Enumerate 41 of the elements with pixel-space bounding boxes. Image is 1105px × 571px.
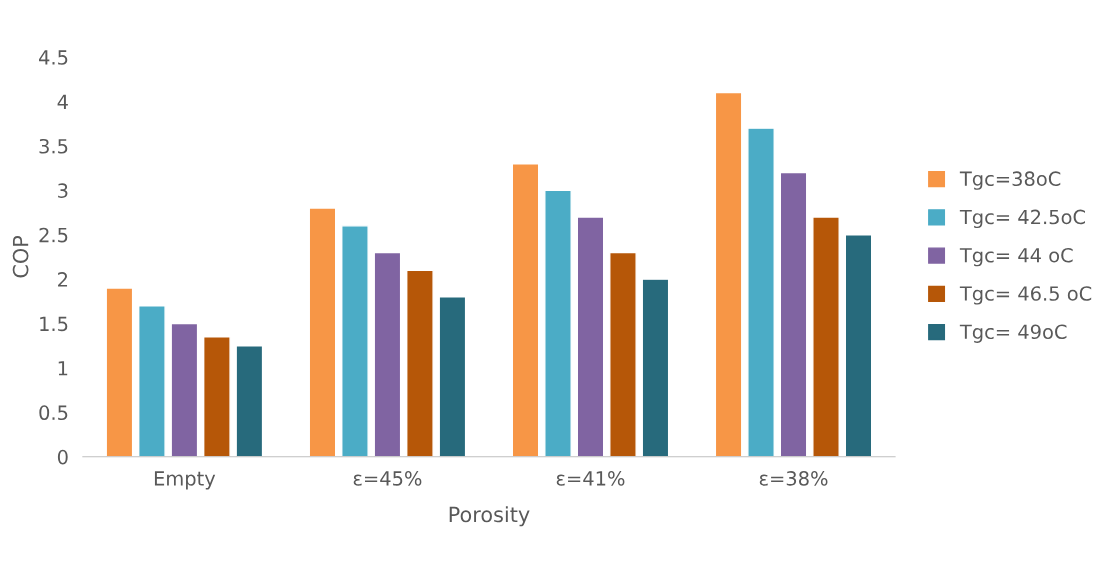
x-tick-label: Empty	[154, 471, 216, 490]
bar	[812, 216, 840, 457]
bar	[308, 207, 337, 457]
bar	[544, 189, 572, 457]
legend-label: Tgc= 46.5 oC	[959, 286, 1092, 305]
bar	[609, 251, 637, 457]
bar	[844, 234, 873, 457]
legend-label: Tgc=38oC	[959, 171, 1061, 190]
x-tick-label: ε=38%	[759, 471, 828, 486]
bar	[373, 251, 402, 457]
bar	[105, 287, 134, 457]
bar	[202, 336, 231, 457]
bar	[641, 278, 670, 457]
y-tick-label: 1.5	[40, 316, 68, 332]
y-tick-label: 4	[57, 94, 68, 109]
bar	[341, 225, 369, 457]
bar	[170, 322, 199, 457]
x-axis-title: Porosity	[449, 506, 530, 527]
bar	[576, 216, 605, 457]
x-tick-label: ε=45%	[353, 471, 422, 486]
y-tick-label: 1	[58, 361, 68, 376]
bar	[406, 269, 434, 457]
y-tick-label: 3	[58, 183, 68, 198]
legend-label: Tgc= 44 oC	[959, 247, 1073, 267]
bar	[779, 171, 808, 457]
y-axis-title: COP	[12, 235, 29, 278]
y-tick-label: 2.5	[39, 227, 68, 243]
y-tick-label: 2	[58, 272, 68, 287]
x-tick-label: ε=41%	[556, 471, 625, 486]
y-tick-label: 0.5	[39, 405, 68, 421]
legend-label: Tgc= 42.5oC	[959, 209, 1085, 229]
bar	[138, 305, 166, 457]
y-tick-label: 4.5	[39, 50, 68, 65]
bar	[511, 162, 540, 457]
bar	[747, 127, 775, 457]
legend-label: Tgc= 49oC	[959, 324, 1067, 343]
bar	[714, 91, 743, 457]
bar	[438, 296, 467, 457]
bar	[235, 345, 264, 457]
y-tick-label: 0	[57, 449, 68, 465]
y-tick-label: 3.5	[39, 138, 68, 154]
